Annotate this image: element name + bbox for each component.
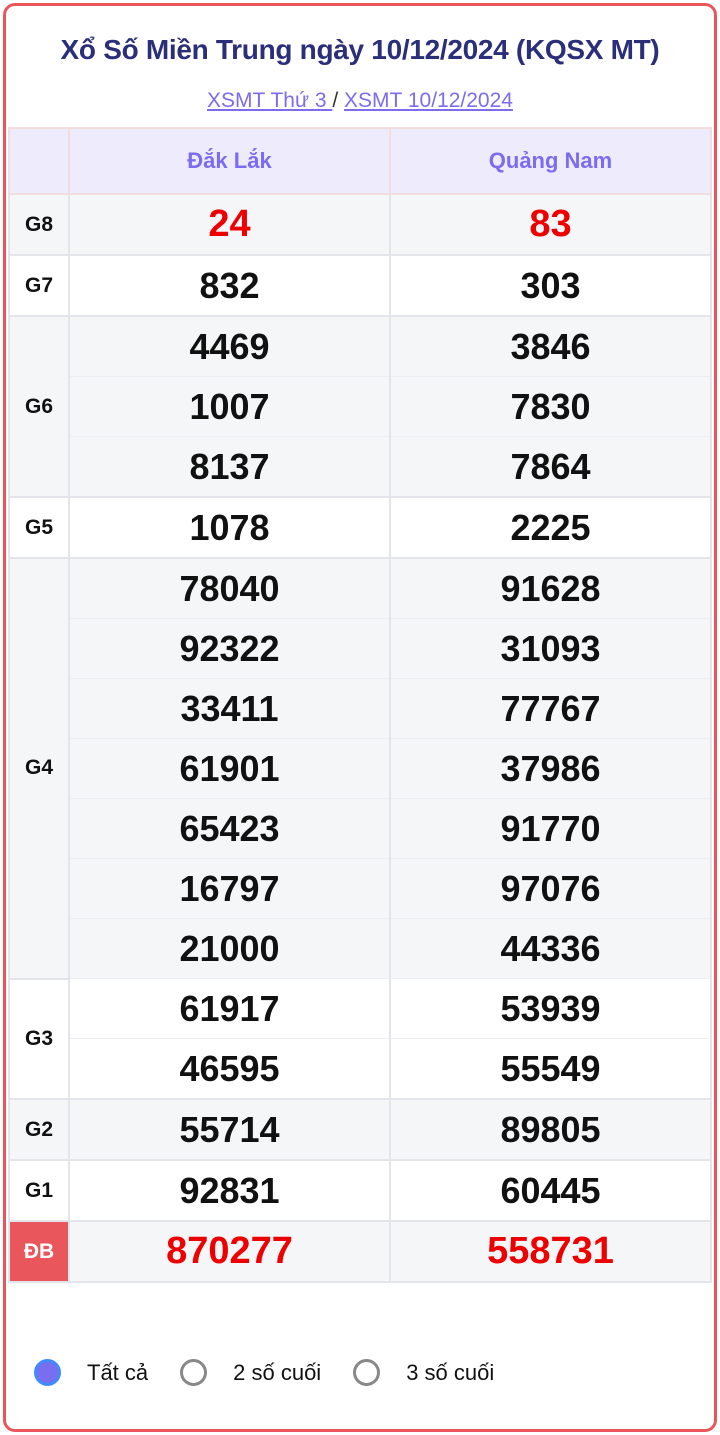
table-row: G4 78040 91628 [8, 557, 712, 980]
filter-options: Tất cả 2 số cuối 3 số cuối [34, 1359, 526, 1386]
radio-button[interactable] [353, 1359, 381, 1386]
prize-number: 55549 [389, 1038, 712, 1100]
radio-button[interactable] [34, 1359, 61, 1386]
prize-number: 8137 [68, 436, 391, 498]
prize-number: 1007 [68, 376, 391, 437]
table-row: ĐB 870277 558731 [8, 1220, 712, 1283]
table-row: G3 61917 53939 [8, 977, 712, 1100]
table-row: G8 24 83 [8, 193, 712, 256]
radio-label[interactable]: 3 số cuối [406, 1359, 495, 1385]
prize-label: G5 [8, 496, 70, 559]
prize-number: 16797 [68, 858, 391, 919]
prize-number: 7864 [389, 436, 712, 498]
prize-label: G1 [8, 1159, 70, 1222]
radio-label[interactable]: 2 số cuối [233, 1359, 322, 1385]
radio-label[interactable]: Tất cả [87, 1359, 149, 1385]
header-blank [8, 127, 70, 195]
prize-label: G4 [8, 557, 70, 980]
prize-number: 83 [389, 193, 712, 256]
prize-number: 55714 [68, 1098, 391, 1161]
prize-number: 24 [68, 193, 391, 256]
prize-label: ĐB [8, 1220, 70, 1283]
prize-number: 61901 [68, 738, 391, 799]
prize-number: 65423 [68, 798, 391, 859]
prize-number: 303 [389, 254, 712, 317]
prize-number: 33411 [68, 678, 391, 739]
prize-label: G8 [8, 193, 70, 256]
prize-number: 46595 [68, 1038, 391, 1100]
table-row: 46595 55549 [9, 1038, 712, 1100]
table-row: 65423 91770 [9, 798, 712, 859]
radio-button[interactable] [180, 1359, 208, 1386]
prize-label: G2 [8, 1098, 70, 1161]
prize-number: 91628 [389, 557, 712, 619]
table-row: 92322 31093 [9, 618, 712, 679]
table-row: G5 1078 2225 [8, 496, 712, 559]
prize-number: 558731 [389, 1220, 712, 1283]
prize-number: 92322 [68, 618, 391, 679]
link-xsmt-weekday[interactable]: XSMT Thứ 3 [207, 89, 333, 112]
prize-number: 1078 [68, 496, 391, 559]
prize-number: 4469 [68, 315, 391, 377]
prize-number: 3846 [389, 315, 712, 377]
column-header: Đắk Lắk [68, 127, 391, 195]
prize-number: 21000 [68, 918, 391, 979]
column-header: Quảng Nam [389, 127, 712, 195]
prize-number: 44336 [389, 918, 712, 979]
prize-number: 89805 [389, 1098, 712, 1161]
link-xsmt-date[interactable]: XSMT 10/12/2024 [344, 89, 513, 112]
prize-number: 61917 [68, 978, 391, 1039]
table-row: 1007 7830 [9, 376, 712, 437]
prize-number: 60445 [389, 1159, 712, 1222]
prize-number: 870277 [68, 1220, 391, 1283]
results-table: Đắk Lắk Quảng Nam G8 24 83 G7 832 303 G6 4469 38… [8, 127, 712, 1283]
prize-label: G6 [8, 315, 70, 498]
table-row: G7 832 303 [8, 254, 712, 317]
separator: / [332, 89, 339, 112]
prize-number: 37986 [389, 738, 712, 799]
prize-label: G3 [8, 977, 70, 1100]
table-row: 61901 37986 [9, 738, 712, 799]
prize-number: 832 [68, 254, 391, 317]
page-title: Xổ Số Miền Trung ngày 10/12/2024 (KQSX M… [60, 34, 660, 65]
table-row: 16797 97076 [9, 858, 712, 919]
prize-number: 78040 [68, 557, 391, 619]
prize-number: 31093 [389, 618, 712, 679]
breadcrumb: XSMT Thứ 3 / XSMT 10/12/2024 [6, 89, 714, 113]
prize-number: 53939 [389, 978, 712, 1039]
prize-number: 92831 [68, 1159, 391, 1222]
table-row: 21000 44336 [9, 918, 712, 979]
table-row: G2 55714 89805 [8, 1098, 712, 1161]
table-row: 33411 77767 [9, 678, 712, 739]
prize-number: 91770 [389, 798, 712, 859]
results-card: Xổ Số Miền Trung ngày 10/12/2024 (KQSX M… [3, 3, 717, 1432]
table-row: 8137 7864 [9, 436, 712, 498]
table-row: G1 92831 60445 [8, 1159, 712, 1222]
prize-number: 2225 [389, 496, 712, 559]
prize-label: G7 [8, 254, 70, 317]
prize-number: 77767 [389, 678, 712, 739]
table-row: G6 4469 3846 [8, 315, 712, 498]
prize-number: 97076 [389, 858, 712, 919]
prize-number: 7830 [389, 376, 712, 437]
